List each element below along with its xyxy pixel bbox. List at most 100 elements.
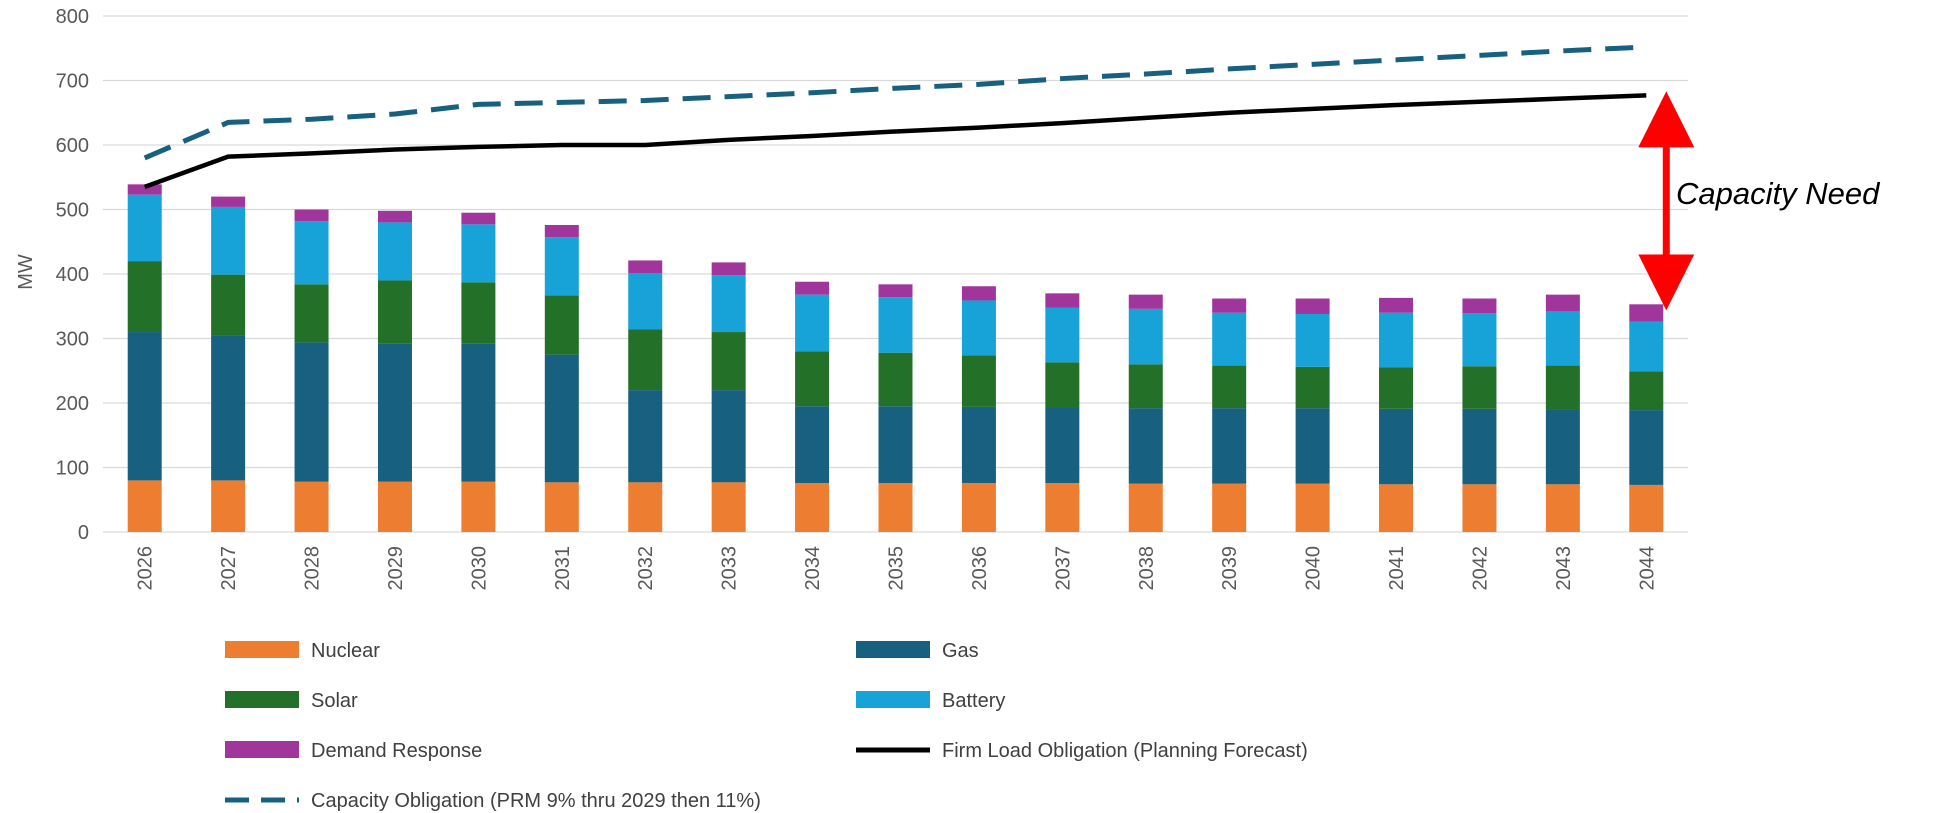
bar-solar-2026 bbox=[127, 261, 162, 333]
x-tick-label: 2031 bbox=[552, 546, 574, 591]
y-tick-label: 600 bbox=[56, 135, 89, 157]
bar-demand-response-2039 bbox=[1212, 298, 1247, 313]
bar-solar-2039 bbox=[1212, 365, 1247, 409]
gridlines bbox=[103, 15, 1688, 533]
bar-solar-2030 bbox=[461, 282, 496, 344]
x-tick-label: 2027 bbox=[218, 546, 240, 591]
bar-gas-2041 bbox=[1379, 408, 1414, 485]
bar-nuclear-2026 bbox=[127, 480, 162, 532]
bar-battery-2036 bbox=[961, 300, 996, 356]
legend-label: Demand Response bbox=[311, 740, 482, 762]
x-tick-label: 2028 bbox=[302, 546, 324, 591]
bar-demand-response-2036 bbox=[961, 286, 996, 301]
y-tick-label: 300 bbox=[56, 329, 89, 351]
bar-demand-response-2044 bbox=[1629, 304, 1664, 322]
bar-gas-2026 bbox=[127, 332, 162, 481]
x-tick-label: 2030 bbox=[468, 546, 490, 591]
bar-nuclear-2039 bbox=[1212, 483, 1247, 532]
bar-nuclear-2031 bbox=[544, 482, 579, 532]
legend: Nuclear Gas Solar Battery Demand Response Fir… bbox=[225, 640, 1308, 812]
bar-solar-2034 bbox=[795, 351, 830, 407]
bar-battery-2031 bbox=[544, 237, 579, 296]
x-tick-label: 2036 bbox=[969, 546, 991, 591]
legend-item: Gas bbox=[856, 640, 979, 662]
legend-item: Solar bbox=[225, 690, 358, 712]
bar-battery-2042 bbox=[1462, 313, 1497, 367]
bar-gas-2036 bbox=[961, 406, 996, 483]
bar-nuclear-2042 bbox=[1462, 484, 1497, 532]
x-tick-label: 2035 bbox=[886, 546, 908, 591]
bar-battery-2038 bbox=[1128, 308, 1163, 365]
bar-gas-2035 bbox=[878, 406, 913, 483]
annotation: Capacity Need bbox=[1638, 91, 1881, 311]
bar-solar-2040 bbox=[1295, 366, 1330, 409]
y-axis-title: MW bbox=[15, 254, 37, 290]
bar-battery-2028 bbox=[294, 221, 329, 285]
bar-solar-2043 bbox=[1545, 365, 1580, 410]
x-tick-label: 2043 bbox=[1553, 546, 1575, 591]
legend-swatch bbox=[225, 641, 299, 658]
bar-nuclear-2035 bbox=[878, 482, 913, 532]
bar-demand-response-2035 bbox=[878, 284, 913, 298]
bar-battery-2043 bbox=[1545, 311, 1580, 366]
legend-swatch bbox=[225, 741, 299, 758]
capacity-need-label: Capacity Need bbox=[1676, 176, 1881, 211]
bar-solar-2036 bbox=[961, 355, 996, 407]
bar-gas-2044 bbox=[1629, 410, 1664, 485]
x-axis: 2026 2027 2028 2029 2030 2031 2032 2033 2034 2035… bbox=[135, 546, 1659, 591]
bar-solar-2035 bbox=[878, 352, 913, 407]
bar-nuclear-2032 bbox=[628, 482, 663, 532]
legend-item: Nuclear bbox=[225, 640, 380, 662]
bar-battery-2039 bbox=[1212, 312, 1247, 366]
bar-demand-response-2026 bbox=[127, 184, 162, 195]
bar-gas-2033 bbox=[711, 390, 746, 483]
legend-label: Firm Load Obligation (Planning Forecast) bbox=[942, 740, 1308, 762]
bar-battery-2034 bbox=[795, 294, 830, 352]
bar-nuclear-2038 bbox=[1128, 483, 1163, 532]
bar-battery-2044 bbox=[1629, 321, 1664, 372]
bar-demand-response-2033 bbox=[711, 262, 746, 276]
x-tick-label: 2038 bbox=[1136, 546, 1158, 591]
x-tick-label: 2041 bbox=[1386, 546, 1408, 591]
bar-demand-response-2041 bbox=[1379, 297, 1414, 313]
bar-nuclear-2044 bbox=[1629, 484, 1664, 532]
x-tick-label: 2033 bbox=[719, 546, 741, 591]
y-tick-label: 0 bbox=[78, 522, 89, 544]
bar-gas-2027 bbox=[211, 335, 246, 481]
bar-battery-2033 bbox=[711, 275, 746, 333]
legend-item: Capacity Obligation (PRM 9% thru 2029 th… bbox=[225, 790, 761, 812]
bar-demand-response-2034 bbox=[795, 281, 830, 295]
bar-gas-2030 bbox=[461, 343, 496, 482]
x-tick-label: 2026 bbox=[135, 546, 157, 591]
legend-item: Demand Response bbox=[225, 740, 482, 762]
legend-label: Solar bbox=[311, 690, 358, 712]
y-tick-label: 800 bbox=[56, 6, 89, 28]
bar-solar-2042 bbox=[1462, 366, 1497, 409]
y-tick-label: 500 bbox=[56, 200, 89, 222]
x-tick-label: 2042 bbox=[1469, 546, 1491, 591]
bar-demand-response-2032 bbox=[628, 260, 663, 274]
bar-nuclear-2029 bbox=[377, 481, 412, 532]
y-tick-label: 400 bbox=[56, 264, 89, 286]
bar-demand-response-2042 bbox=[1462, 298, 1497, 314]
bar-battery-2032 bbox=[628, 273, 663, 330]
bar-demand-response-2027 bbox=[211, 196, 246, 207]
bar-solar-2037 bbox=[1045, 362, 1080, 408]
bar-gas-2032 bbox=[628, 390, 663, 483]
legend-item: Battery bbox=[856, 690, 1005, 712]
bar-gas-2042 bbox=[1462, 408, 1497, 485]
bar-solar-2038 bbox=[1128, 364, 1163, 409]
bar-gas-2040 bbox=[1295, 408, 1330, 484]
legend-label: Nuclear bbox=[311, 640, 380, 662]
bar-solar-2028 bbox=[294, 284, 329, 343]
y-tick-label: 200 bbox=[56, 393, 89, 415]
bar-nuclear-2041 bbox=[1379, 484, 1414, 532]
x-tick-label: 2032 bbox=[635, 546, 657, 591]
bar-battery-2037 bbox=[1045, 307, 1080, 363]
bar-gas-2028 bbox=[294, 342, 329, 482]
bar-demand-response-2037 bbox=[1045, 293, 1080, 308]
bar-gas-2034 bbox=[795, 406, 830, 483]
bar-solar-2041 bbox=[1379, 367, 1414, 409]
y-tick-label: 700 bbox=[56, 71, 89, 93]
